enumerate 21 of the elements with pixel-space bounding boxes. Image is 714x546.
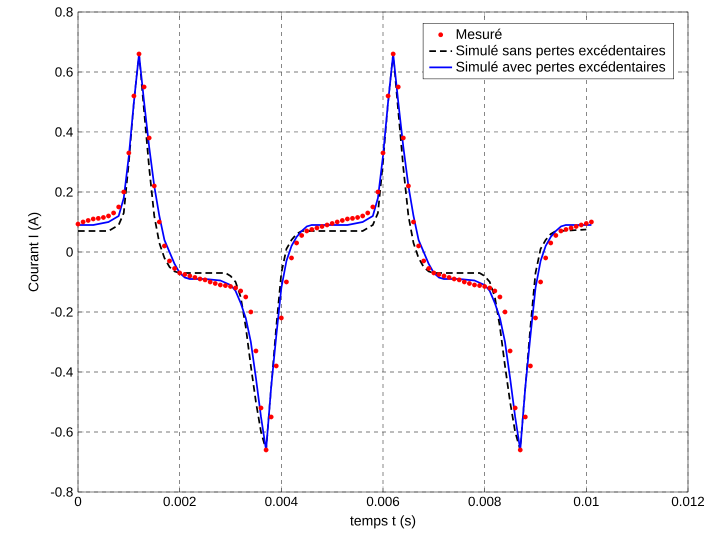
- y-tick-label: 0: [66, 247, 73, 257]
- y-tick-label: 0.2: [55, 187, 73, 197]
- x-tick-label: 0.004: [265, 496, 298, 506]
- x-axis-title: temps t (s): [350, 515, 416, 528]
- x-tick-label: 0.006: [366, 496, 400, 506]
- legend-label: Mesuré: [456, 28, 502, 40]
- y-tick-label: -0.6: [50, 427, 73, 437]
- x-tick-label: 0.002: [164, 496, 196, 506]
- x-tick-label: 0.008: [468, 496, 501, 506]
- y-tick-label: 0.8: [55, 7, 73, 17]
- legend-label: Simulé avec pertes excédentaires: [456, 61, 666, 74]
- y-tick-label: -0.2: [50, 307, 73, 317]
- y-axis-title: Courant I (A): [28, 212, 42, 292]
- legend-label: Simulé sans pertes excédentaires: [456, 44, 666, 58]
- y-tick-label: -0.4: [50, 367, 73, 377]
- y-tick-label: -0.8: [50, 487, 73, 497]
- y-tick-label: 0.6: [55, 67, 73, 77]
- x-tick-label: 0.012: [672, 496, 704, 506]
- y-tick-label: 0.4: [55, 127, 73, 137]
- x-tick-label: 0.01: [574, 496, 599, 506]
- x-tick-label: 0: [74, 496, 82, 506]
